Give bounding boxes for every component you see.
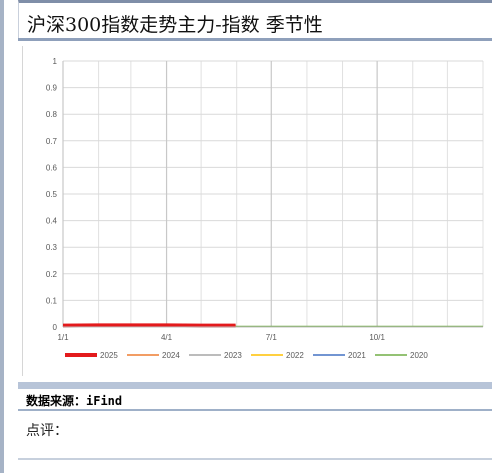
left-accent-bar	[0, 0, 4, 473]
y-tick-label: 1	[53, 57, 58, 66]
y-tick-label: 0.2	[46, 270, 58, 279]
y-tick-label: 0.4	[46, 217, 58, 226]
seasonality-chart: 0 0.1 0.2 0.3 0.4 0.5 0.6 0.7 0.8 0.9 1 1/1 4/1 7/1 10…	[46, 57, 484, 360]
y-tick-label: 0.7	[46, 137, 58, 146]
legend-label-2020: 2020	[410, 351, 428, 360]
legend-label-2024: 2024	[162, 351, 180, 360]
bottom-divider	[18, 458, 492, 460]
y-tick-label: 0.3	[46, 243, 58, 252]
y-tick-label: 0	[53, 323, 58, 332]
legend-label-2025: 2025	[100, 351, 118, 360]
legend-label-2022: 2022	[286, 351, 304, 360]
chart-panel: 0 0.1 0.2 0.3 0.4 0.5 0.6 0.7 0.8 0.9 1 1/1 4/1 7/1 10…	[22, 46, 492, 376]
y-tick-label: 0.9	[46, 84, 58, 93]
comment-label: 点评：	[26, 423, 68, 439]
y-tick-label: 0.5	[46, 190, 58, 199]
title-row: 沪深300指数走势主力-指数 季节性	[18, 0, 492, 40]
x-tick-label: 7/1	[266, 333, 278, 342]
page-title: 沪深300指数走势主力-指数 季节性	[27, 14, 323, 36]
x-tick-label: 4/1	[161, 333, 173, 342]
legend-label-2023: 2023	[224, 351, 242, 360]
data-source-label: 数据来源：iFind	[26, 394, 123, 408]
y-tick-label: 0.8	[46, 110, 58, 119]
separator-band	[18, 382, 492, 389]
row-divider	[18, 409, 492, 411]
legend-label-2021: 2021	[348, 351, 366, 360]
title-underline	[18, 38, 492, 41]
x-tick-label: 10/1	[369, 333, 385, 342]
y-tick-label: 0.1	[46, 296, 58, 305]
x-tick-label: 1/1	[57, 333, 69, 342]
y-tick-label: 0.6	[46, 163, 58, 172]
